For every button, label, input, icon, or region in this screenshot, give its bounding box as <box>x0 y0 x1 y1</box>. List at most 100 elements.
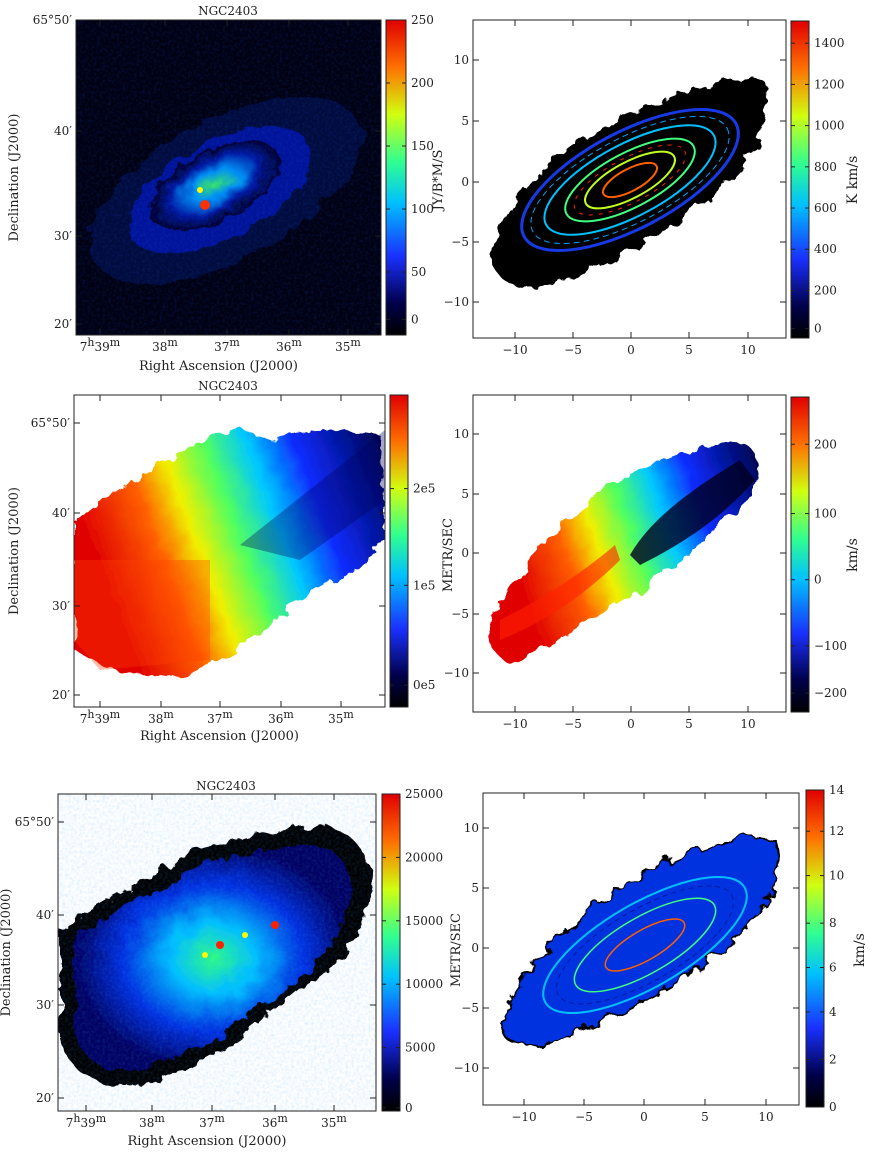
panel-1-cbar-tick-label: 100 <box>411 202 434 216</box>
panel-1-ytick-label: 30′ <box>54 229 72 243</box>
panel-1-cbar-tick-label: 50 <box>411 265 426 279</box>
panel-5-colorbar <box>381 793 401 1112</box>
panel-4-xtick-label: −10 <box>502 717 527 731</box>
panel-3-ytick-label: 30′ <box>52 599 70 613</box>
panel-1-xtick-label: 7h39m <box>80 336 121 354</box>
panel-2-ytick-label: −5 <box>451 235 469 249</box>
panel-4-ytick-label: 0 <box>461 546 469 560</box>
panel-2-cbar-tick-label: 1200 <box>814 77 845 91</box>
panel-3-xtick-label: 35m <box>328 708 354 726</box>
panel-2-image <box>473 20 786 338</box>
panel-3-title: NGC2403 <box>198 379 258 393</box>
panel-6-cbar-tick-label: 8 <box>829 916 837 930</box>
panel-3-cbar-label: METR/SEC <box>441 518 456 592</box>
panel-1-xtick-label: 38m <box>152 336 178 354</box>
panel-2-cbar-tick-label: 1400 <box>814 36 845 50</box>
panel-3-cbar-tick-label: 1e5 <box>413 578 435 592</box>
panel-1-cbar-tick-label: 200 <box>411 76 434 90</box>
panel-6-ytick-label: −10 <box>454 1061 479 1075</box>
panel-6-cbar-tick-label: 12 <box>829 824 844 838</box>
panel-4-xtick-label: 0 <box>627 717 635 731</box>
panel-6-xtick-label: −5 <box>575 1110 593 1124</box>
panel-4-xtick-label: 10 <box>740 717 755 731</box>
panel-2-xtick-label: −10 <box>502 343 527 357</box>
panel-3-xtick-label: 36m <box>268 708 294 726</box>
panel-2-cbar-tick-label: 1000 <box>814 119 845 133</box>
panel-1-ytick-label: 20′ <box>54 317 72 331</box>
panel-5-ylabel: Declination (J2000) <box>0 889 14 1017</box>
panel-5-title: NGC2403 <box>196 779 256 793</box>
panel-4-ytick-label: 5 <box>461 487 469 501</box>
panel-4-colorbar <box>790 396 810 713</box>
panel-6-cbar-tick-label: 0 <box>829 1100 837 1114</box>
panel-3-cbar-tick-label: 2e5 <box>413 482 435 496</box>
panel-6-cbar-label: km/s <box>852 933 868 967</box>
panel-6-colorbar <box>805 789 825 1108</box>
panel-2-cbar-tick-label: 800 <box>814 160 837 174</box>
panel-6-cbar-tick-label: 4 <box>829 1005 837 1019</box>
panel-1-cbar-label: JY/B*M/S <box>431 150 446 213</box>
panel-3-velocity-map: NGC2403 <box>73 379 409 708</box>
panel-4-xtick-label: 5 <box>685 717 693 731</box>
panel-2-cbar-tick-label: 400 <box>814 242 837 256</box>
panel-2-xtick-label: 5 <box>685 343 693 357</box>
panel-1-ytick-label: 40′ <box>54 124 72 138</box>
panel-4-velocity-offset-map <box>472 394 810 713</box>
panel-2-cbar-tick-label: 200 <box>814 283 837 297</box>
panel-2-xtick-label: 0 <box>627 343 635 357</box>
panel-5-cbar-tick-label: 25000 <box>405 787 443 801</box>
panel-5-cbar-label: METR/SEC <box>449 913 464 987</box>
panel-5-xtick-label: 36m <box>262 1112 288 1130</box>
panel-4-image <box>473 395 786 712</box>
panel-4-cbar-label: km/s <box>845 538 861 572</box>
axes-layer: 65°50′ 40′ 30′ 20′ 7h39m 38m 37m 36m 35m Right As… <box>0 13 868 1149</box>
panel-2-ytick-label: 5 <box>461 114 469 128</box>
panel-4-ytick-label: −10 <box>444 666 469 680</box>
panel-1-xlabel: Right Ascension (J2000) <box>139 359 298 374</box>
panel-4-cbar-tick-label: −100 <box>814 639 847 653</box>
panel-1-cbar-tick-label: 250 <box>411 13 434 27</box>
panel-6-cbar-tick-label: 10 <box>829 869 844 883</box>
panel-5-ytick-label: 30′ <box>36 998 54 1012</box>
panel-3-xtick-label: 7h39m <box>80 708 121 726</box>
panel-6-cbar-tick-label: 14 <box>829 783 845 797</box>
panel-1-xtick-label: 35m <box>335 336 361 354</box>
panel-4-cbar-tick-label: 200 <box>814 437 837 451</box>
panel-2-xtick-label: 10 <box>740 343 755 357</box>
panel-6-xtick-label: 0 <box>640 1110 648 1124</box>
panel-5-cbar-tick-label: 0 <box>405 1101 413 1115</box>
panel-4-cbar-tick-label: 100 <box>814 507 837 521</box>
panel-2-cbar-tick-label: 0 <box>814 321 822 335</box>
panel-1-title: NGC2403 <box>198 4 258 18</box>
panel-1-ytick-label: 65°50′ <box>33 13 73 27</box>
panel-6-xtick-label: −10 <box>511 1110 536 1124</box>
panel-6-cbar-tick-label: 2 <box>829 1052 837 1066</box>
panel-4-ytick-label: 10 <box>454 427 469 441</box>
panel-1-image <box>76 20 381 335</box>
panel-4-cbar-tick-label: −200 <box>814 686 847 700</box>
panel-1-xtick-label: 36m <box>276 336 302 354</box>
panel-5-xtick-label: 38m <box>139 1112 165 1130</box>
panel-1-colorbar <box>385 19 407 336</box>
panel-1-xtick-label: 37m <box>214 336 240 354</box>
panel-5-ytick-label: 65°50′ <box>15 815 55 829</box>
panel-2-cbar-label: K km/s <box>845 156 861 205</box>
panel-3-xtick-label: 37m <box>207 708 233 726</box>
panel-1-cbar-tick-label: 0 <box>411 312 419 326</box>
panel-5-image <box>58 794 376 1111</box>
panel-2-xtick-label: −5 <box>564 343 582 357</box>
panel-5-dispersion-map: NGC2403 <box>57 779 401 1112</box>
panel-1-ylabel: Declination (J2000) <box>7 114 22 242</box>
panel-2-colorbar <box>790 20 810 339</box>
panel-6-cbar-tick-label: 6 <box>829 961 837 975</box>
panel-1-cbar-tick-label: 150 <box>411 139 434 153</box>
panel-5-xtick-label: 37m <box>199 1112 225 1130</box>
panel-5-xtick-label: 35m <box>321 1112 347 1130</box>
panel-5-xlabel: Right Ascension (J2000) <box>127 1134 286 1149</box>
panel-4-xtick-label: −5 <box>564 717 582 731</box>
panel-5-ytick-label: 40′ <box>36 908 54 922</box>
panel-2-ytick-label: −10 <box>444 295 469 309</box>
panel-1-moment0-map: NGC2403 <box>75 4 407 336</box>
panel-2-ytick-label: 10 <box>454 53 469 67</box>
